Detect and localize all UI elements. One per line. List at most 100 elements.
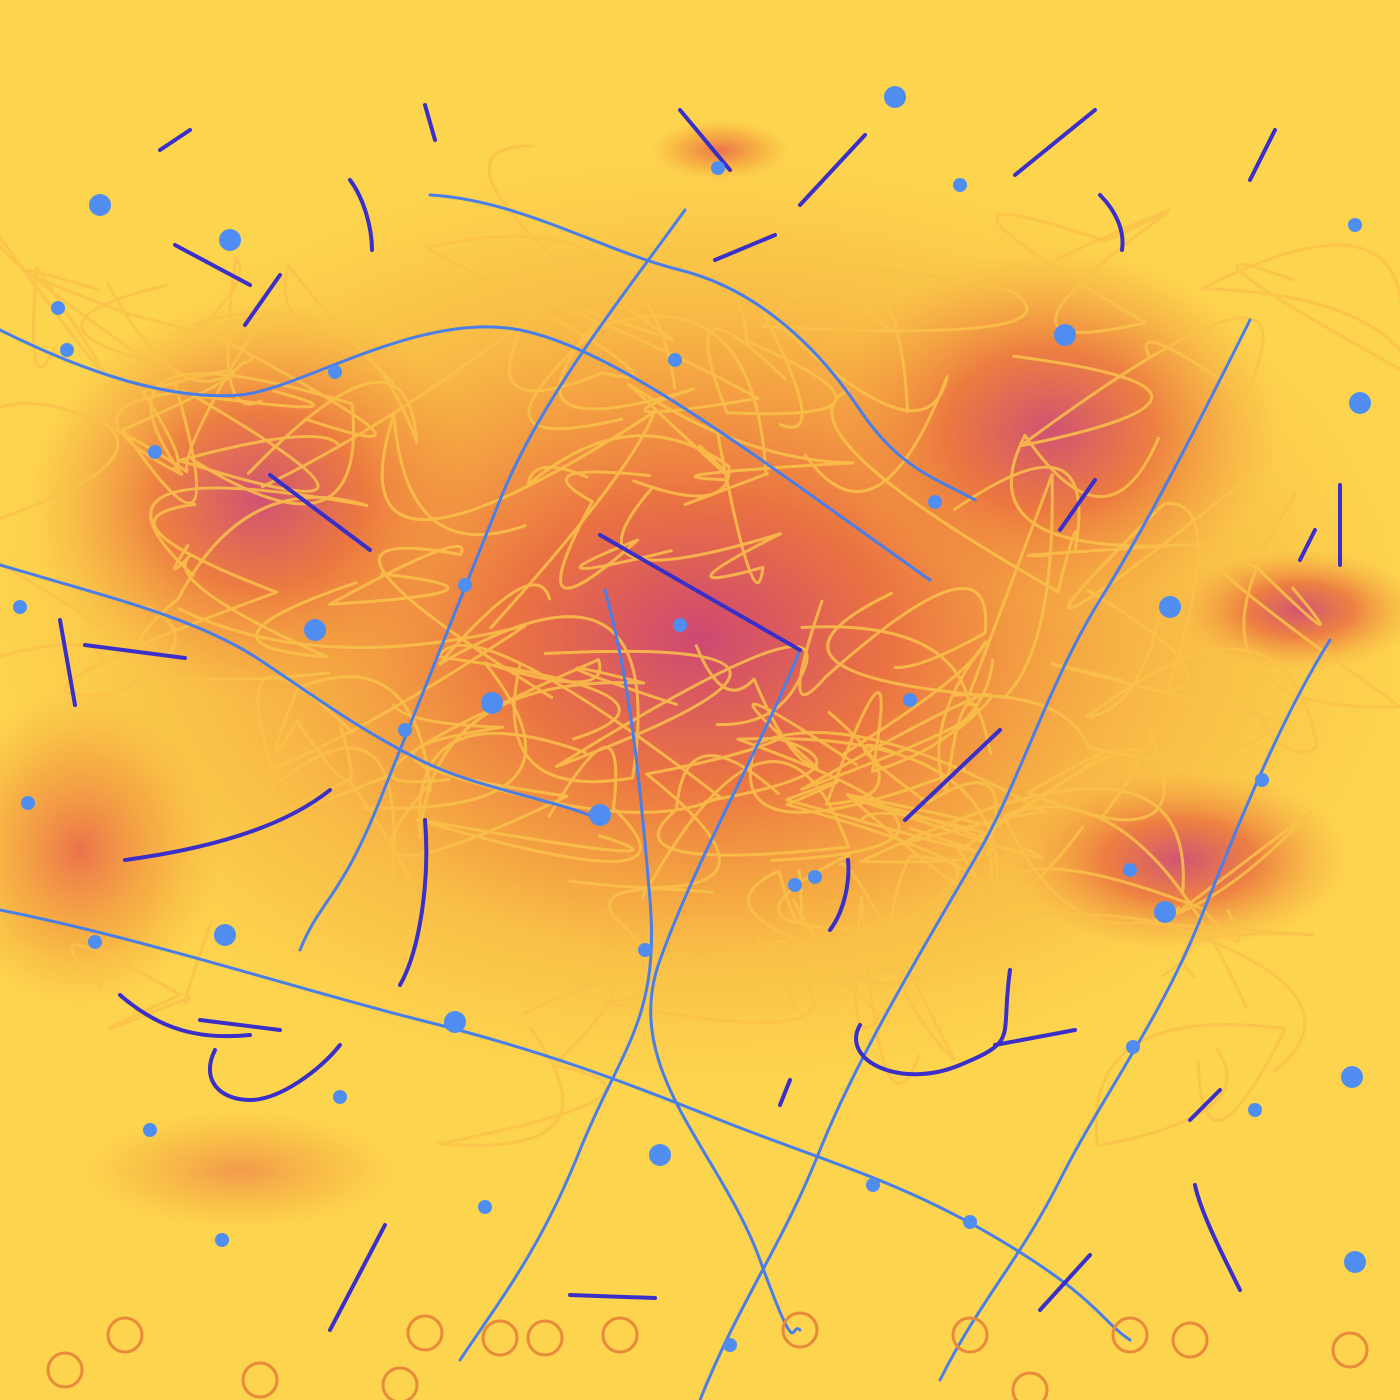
scribble-line [21, 268, 254, 383]
scribble-line [274, 675, 432, 793]
scribble-line [527, 314, 769, 506]
scribble-line [0, 314, 265, 520]
scribble-line [748, 730, 1047, 846]
indigo-stroke [1058, 478, 1097, 532]
indigo-stroke [173, 243, 252, 287]
scribble-line [255, 746, 417, 903]
scribble-line [830, 388, 1081, 594]
scribble-line [437, 583, 640, 784]
blue-line [458, 588, 654, 1362]
scribble-line [826, 473, 1054, 699]
scribble-line [785, 779, 984, 909]
indigo-stroke [398, 818, 429, 987]
blue-dot [589, 804, 611, 826]
scribble-line [173, 544, 358, 659]
blue-dot [1054, 324, 1076, 346]
scribble-line [177, 389, 340, 493]
indigo-stroke [348, 178, 374, 252]
scribble-line [995, 208, 1171, 334]
indigo-stroke [1013, 108, 1097, 177]
scribble-line [559, 470, 673, 590]
blue-dot [963, 1215, 977, 1229]
blue-line [0, 563, 602, 822]
scribble-line [1094, 1023, 1287, 1148]
scribble-line [1085, 617, 1319, 754]
scribble-line [380, 410, 656, 630]
blue-line [428, 193, 977, 502]
blue-dot [148, 445, 162, 459]
blue-dot [1349, 392, 1371, 414]
blue-line [649, 648, 802, 1335]
scribble-line [328, 544, 554, 699]
indigo-stroke [1248, 128, 1277, 182]
indigo-stroke [1038, 1253, 1092, 1312]
ring [526, 1319, 564, 1357]
blue-dot [458, 578, 472, 592]
indigo-stroke [243, 273, 282, 327]
indigo-strokes [58, 103, 1342, 1332]
blue-dot [13, 600, 27, 614]
scribble-line [850, 786, 1185, 892]
indigo-stroke [208, 1043, 342, 1102]
indigo-stroke [778, 1078, 792, 1107]
blue-dot [398, 723, 412, 737]
indigo-stroke [903, 728, 1002, 822]
ring [481, 1319, 519, 1357]
blue-dot [638, 943, 652, 957]
blue-dot [89, 194, 111, 216]
scribble-line [425, 234, 677, 393]
blue-dot [1154, 901, 1176, 923]
scribble-line [600, 887, 816, 1024]
ring [1171, 1321, 1209, 1359]
scribble-line [1067, 477, 1249, 694]
blue-dot [333, 1090, 347, 1104]
blue-dot [304, 619, 326, 641]
scribble-line [260, 264, 560, 489]
scribble-line [1201, 243, 1400, 371]
blue-dot [1126, 1040, 1140, 1054]
indigo-stroke [118, 993, 252, 1039]
scribble-line [177, 607, 527, 771]
smudge [80, 1110, 400, 1230]
indigo-stroke [1298, 528, 1317, 562]
smudge [1010, 770, 1350, 950]
blue-dot [723, 1338, 737, 1352]
indigo-stroke [1188, 1088, 1222, 1122]
blue-line [698, 318, 1252, 1400]
indigo-stroke [993, 1028, 1077, 1047]
indigo-stroke [828, 858, 851, 932]
blue-dot [649, 1144, 671, 1166]
scribble-line [0, 234, 146, 375]
scribble-line [966, 728, 1166, 847]
ring [951, 1316, 989, 1354]
indigo-stroke [798, 133, 867, 207]
scribble-line [121, 369, 235, 505]
scribble-line [70, 920, 213, 1031]
smudge [820, 250, 1280, 610]
ring [781, 1311, 819, 1349]
indigo-stroke [678, 108, 732, 172]
ring [1011, 1371, 1049, 1400]
blue-dot [328, 365, 342, 379]
blue-dot [711, 161, 725, 175]
smudges [0, 120, 1400, 1230]
dots [13, 86, 1371, 1352]
blue-dot [215, 1233, 229, 1247]
scribble-line [824, 658, 995, 806]
scribble-line [757, 303, 949, 494]
blue-dot [1159, 596, 1181, 618]
indigo-stroke [83, 643, 187, 660]
indigo-stroke [1098, 193, 1125, 252]
blue-dot [1344, 1251, 1366, 1273]
indigo-stroke [1193, 1183, 1242, 1292]
indigo-stroke [123, 788, 332, 862]
smudge [650, 120, 790, 180]
blue-line [298, 208, 687, 952]
blue-dot [1341, 1066, 1363, 1088]
blue-dot [1348, 218, 1362, 232]
indigo-stroke [58, 618, 77, 707]
scribble-line [838, 855, 959, 1061]
indigo-stroke [854, 968, 1012, 1077]
scribble-line [627, 382, 855, 482]
